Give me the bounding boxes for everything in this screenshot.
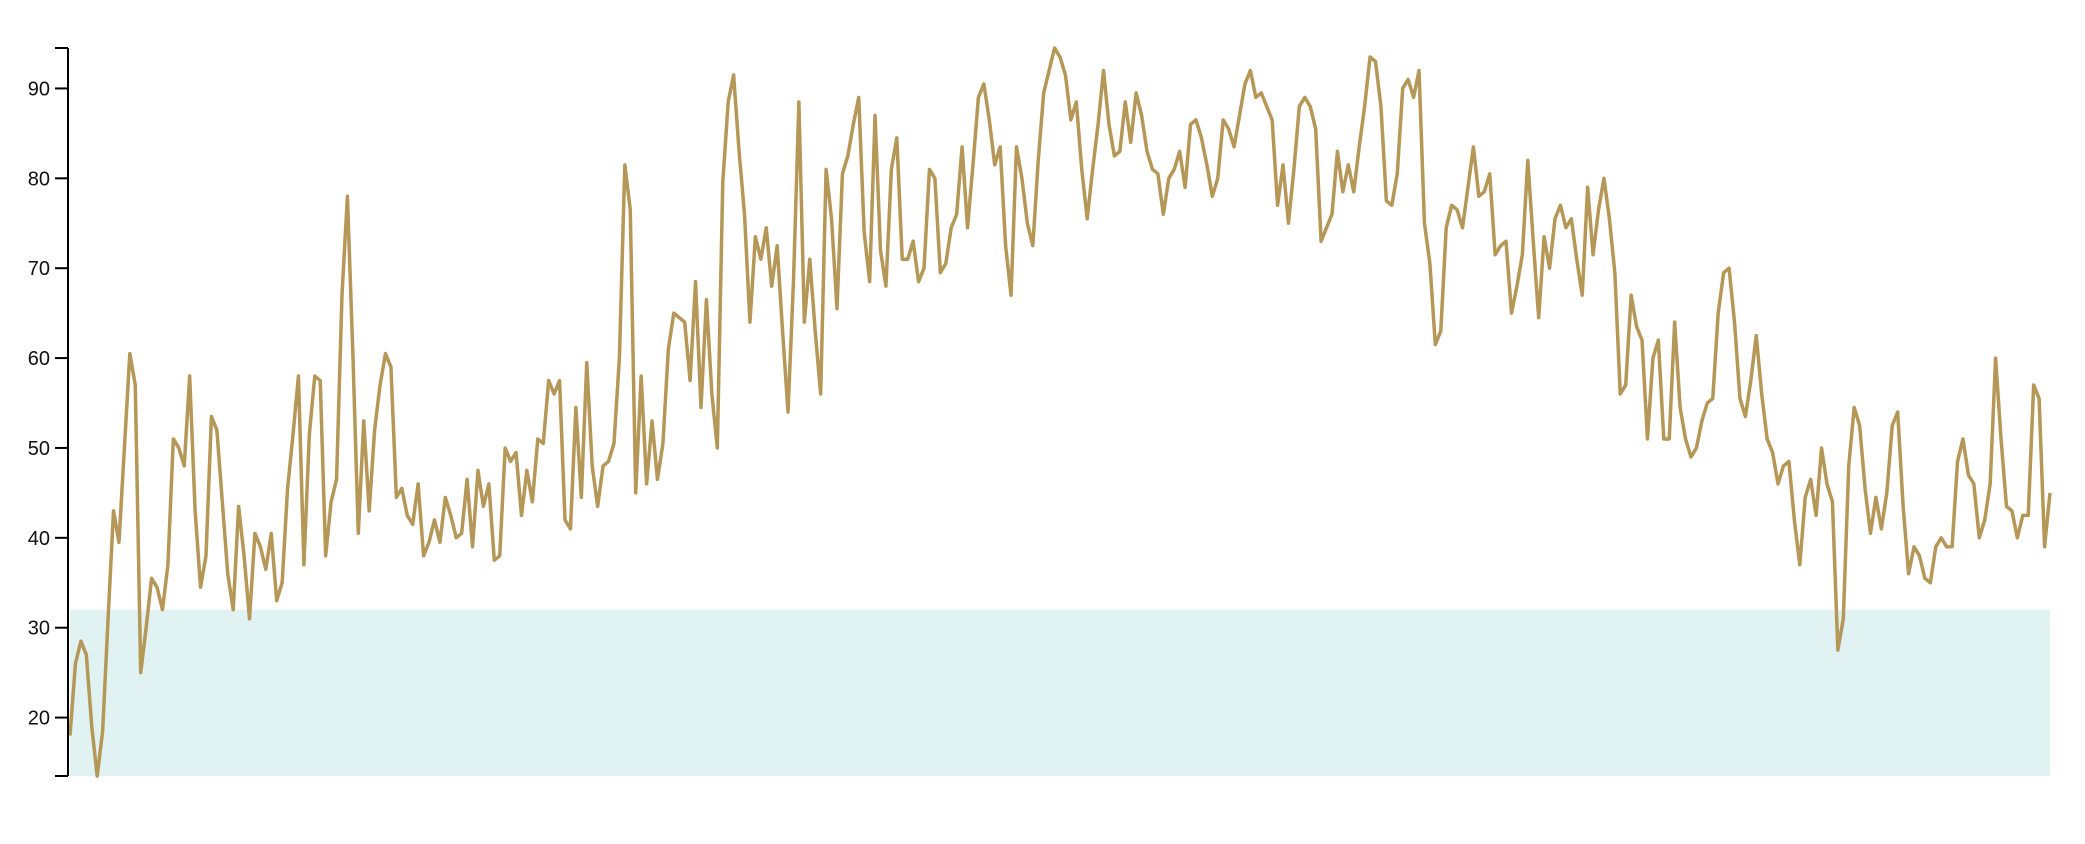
shaded-band	[70, 609, 2050, 776]
plot-area	[68, 46, 2052, 778]
y-axis-ticks: 20 30 40 50 60 70 80 90	[28, 47, 68, 777]
series-line	[68, 46, 2052, 778]
y-tick-label-50: 50	[28, 438, 50, 460]
y-tick-label-90: 90	[28, 78, 50, 100]
y-tick-label-40: 40	[28, 528, 50, 550]
y-tick-label-30: 30	[28, 618, 50, 640]
y-tick-label-20: 20	[28, 708, 50, 730]
y-tick-label-80: 80	[28, 168, 50, 190]
y-tick-label-60: 60	[28, 348, 50, 370]
y-tick-label-70: 70	[28, 258, 50, 280]
